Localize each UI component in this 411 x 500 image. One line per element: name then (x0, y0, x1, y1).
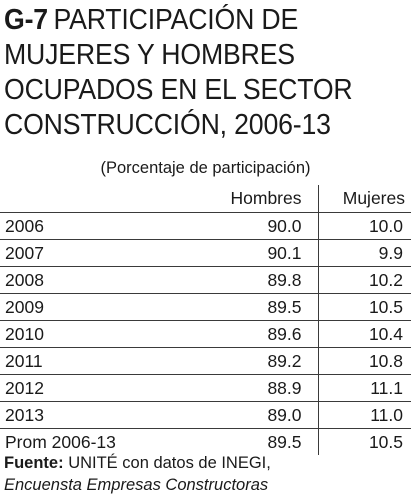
title-text: PARTICIPACIÓN DE MUJERES Y HOMBRES OCUPA… (4, 4, 353, 141)
cell-mujeres: 10.5 (317, 428, 411, 455)
cell-mujeres: 10.8 (317, 347, 411, 375)
cell-hombres: 88.9 (267, 378, 302, 398)
row-label: 2010 (5, 324, 44, 344)
table-row: 2006 90.0 10.0 (0, 212, 411, 240)
table-row: 2010 89.6 10.4 (0, 320, 411, 348)
cell-mujeres: 10.0 (317, 212, 411, 240)
cell-mujeres: 11.0 (317, 401, 411, 429)
data-table: Hombres Mujeres 2006 90.0 10.0 2007 90.1 9.9 2… (0, 185, 411, 455)
row-label: 2008 (5, 270, 44, 290)
table-row: 2008 89.8 10.2 (0, 266, 411, 294)
table-header-row: Hombres Mujeres (0, 185, 411, 213)
column-header-hombres: Hombres (230, 188, 302, 208)
cell-mujeres: 11.1 (317, 374, 411, 402)
cell-hombres: 89.2 (267, 351, 302, 371)
cell-hombres: 89.5 (267, 432, 302, 452)
table-row: 2007 90.1 9.9 (0, 239, 411, 267)
cell-hombres: 90.0 (267, 216, 302, 236)
source-text: UNITÉ con datos de INEGI, (68, 454, 271, 472)
table-row: 2013 89.0 11.0 (0, 401, 411, 429)
cell-hombres: 89.8 (267, 270, 302, 290)
source-label: Fuente: (4, 454, 64, 472)
figure-code: G-7 (4, 4, 48, 36)
cell-mujeres: 10.2 (317, 266, 411, 294)
row-label: 2009 (5, 297, 44, 317)
cell-hombres: 89.5 (267, 297, 302, 317)
table-row: 2009 89.5 10.5 (0, 293, 411, 321)
chart-subtitle: (Porcentaje de participación) (100, 159, 311, 177)
cell-mujeres: 10.4 (317, 320, 411, 348)
table-row: Prom 2006-13 89.5 10.5 (0, 428, 411, 455)
cell-hombres: 89.6 (267, 324, 302, 344)
cell-mujeres: 10.5 (317, 293, 411, 321)
cell-hombres: 90.1 (267, 243, 302, 263)
corner-cell (0, 185, 190, 213)
cell-mujeres: 9.9 (317, 239, 411, 267)
row-label: 2006 (5, 216, 44, 236)
row-label: 2013 (5, 405, 44, 425)
chart-title: G-7 PARTICIPACIÓN DE MUJERES Y HOMBRES OC… (4, 3, 409, 143)
row-label: 2012 (5, 378, 44, 398)
row-label: 2007 (5, 243, 44, 263)
source-italic: Encuensta Empresas Constructoras (4, 476, 269, 494)
source-note: Fuente: UNITÉ con datos de INEGI, Encuen… (4, 452, 411, 496)
column-header-mujeres: Mujeres (317, 185, 411, 213)
row-label: Prom 2006-13 (5, 432, 116, 452)
row-label: 2011 (5, 351, 43, 371)
cell-hombres: 89.0 (267, 405, 302, 425)
table-row: 2011 89.2 10.8 (0, 347, 411, 375)
table-row: 2012 88.9 11.1 (0, 374, 411, 402)
table-body: 2006 90.0 10.0 2007 90.1 9.9 2008 89.8 10.2 2009 8… (0, 212, 411, 455)
